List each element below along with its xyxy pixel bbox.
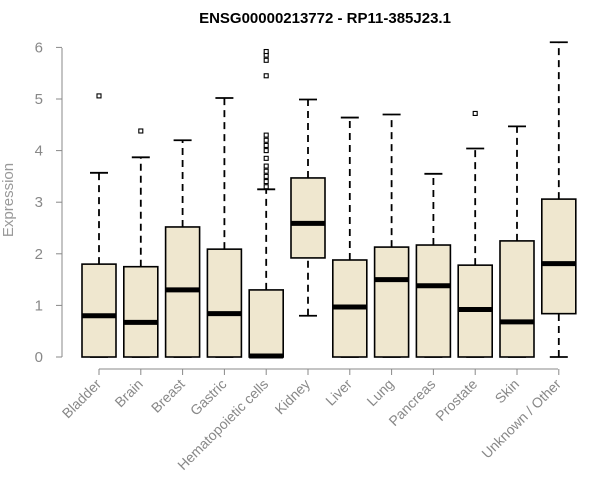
box-9: [415, 172, 452, 358]
outlier-point: [263, 184, 269, 190]
iqr-box: [290, 177, 326, 259]
x-tick-label: Skin: [492, 376, 523, 407]
box-11: [499, 125, 535, 358]
iqr-box: [499, 240, 535, 358]
outlier-point: [472, 110, 478, 116]
iqr-box: [248, 289, 284, 358]
iqr-box: [540, 198, 577, 315]
box-1: [81, 93, 117, 358]
y-tick-label: 6: [35, 39, 43, 56]
x-tick-label: Lung: [363, 376, 396, 409]
outlier-point: [263, 163, 269, 169]
x-tick-label: Kidney: [272, 376, 314, 418]
outlier-point: [263, 142, 269, 148]
outlier-point: [263, 168, 269, 174]
outlier-point: [263, 155, 269, 161]
box-7: [331, 116, 368, 358]
box-6: [290, 98, 326, 317]
iqr-box: [81, 263, 117, 358]
box-2: [123, 128, 159, 358]
box-3: [164, 139, 201, 358]
x-tick-label: Brain: [111, 376, 145, 410]
outlier-point: [263, 57, 269, 63]
iqr-box: [415, 244, 452, 358]
x-tick-label: Unknown / Other: [478, 376, 564, 462]
chart-title: ENSG00000213772 - RP11-385J23.1: [199, 10, 451, 27]
iqr-box: [123, 265, 159, 358]
y-tick-label: 1: [35, 297, 43, 314]
box-5: [248, 48, 284, 359]
y-tick-label: 3: [35, 194, 43, 211]
x-tick-label: Bladder: [59, 376, 105, 422]
outlier-point: [263, 148, 269, 154]
x-tick-label: Prostate: [432, 376, 480, 424]
outlier-point: [263, 137, 269, 143]
box-4: [206, 97, 243, 358]
y-tick-label: 0: [35, 349, 43, 366]
outlier-point: [96, 93, 102, 99]
box-10: [457, 110, 494, 358]
box-12: [540, 41, 577, 358]
y-ticks: 0 1 2 3 4 5 6: [35, 39, 62, 366]
outlier-point: [263, 132, 269, 138]
x-tick-label: Liver: [322, 376, 355, 409]
outlier-point: [263, 173, 269, 179]
outlier-point: [263, 48, 269, 55]
iqr-box: [373, 246, 410, 358]
box-8: [373, 113, 410, 358]
y-tick-label: 4: [35, 143, 43, 160]
iqr-box: [206, 248, 243, 358]
outlier-point: [263, 73, 269, 79]
outlier-point: [263, 179, 269, 185]
y-tick-label: 2: [35, 246, 43, 263]
boxes-group: [81, 41, 577, 359]
x-tick-label: Breast: [148, 376, 188, 416]
y-tick-label: 5: [35, 91, 43, 108]
outlier-point: [138, 128, 144, 134]
y-axis-label: Expression: [0, 163, 17, 237]
